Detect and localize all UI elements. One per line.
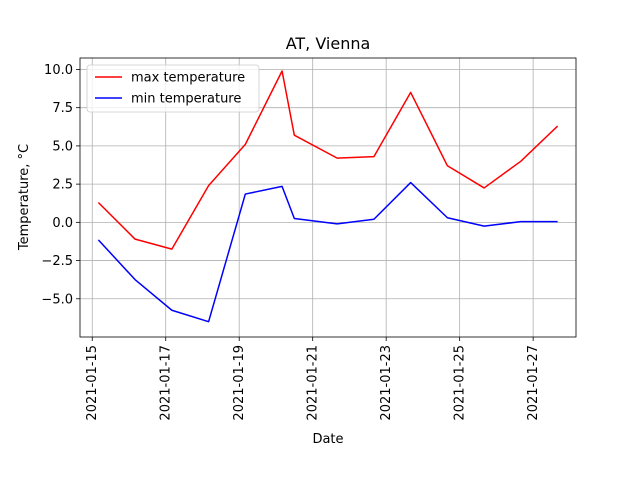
y-axis-label: Temperature, °C [17, 144, 32, 251]
legend-box [86, 64, 260, 113]
series-line-max [97, 70, 559, 250]
y-tick-label: 5.0 [52, 139, 73, 154]
x-tick-label: 2021-01-27 [526, 345, 541, 421]
y-tick-label: 0.0 [52, 216, 73, 231]
axes-frame [79, 57, 577, 338]
y-tick-label: −5.0 [41, 292, 73, 307]
legend: max temperature min temperature [86, 64, 260, 113]
x-tick-label: 2021-01-17 [159, 345, 174, 421]
x-tick-label: 2021-01-15 [85, 345, 100, 421]
x-tick-label: 2021-01-21 [306, 345, 321, 421]
legend-label-max: max temperature [131, 71, 245, 86]
x-tick-label: 2021-01-23 [379, 345, 394, 421]
y-tick-label: 10.0 [44, 63, 73, 78]
x-tick-label: 2021-01-25 [453, 345, 468, 421]
x-tick-label: 2021-01-19 [232, 345, 247, 421]
chart-title: AT, Vienna [286, 34, 371, 53]
x-axis-label: Date [312, 432, 343, 447]
series-line-min [97, 181, 558, 323]
y-tick-label: 7.5 [52, 101, 73, 116]
y-tick-label: 2.5 [52, 178, 73, 193]
y-tick-label: −2.5 [41, 254, 73, 269]
legend-label-min: min temperature [131, 92, 241, 107]
